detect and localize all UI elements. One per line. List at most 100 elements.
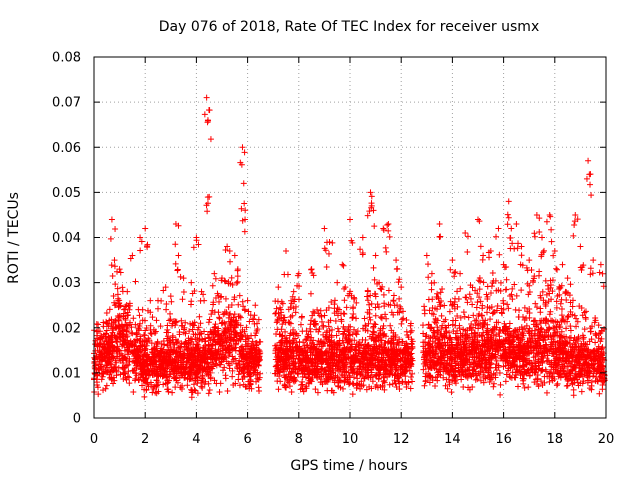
data-point — [544, 327, 551, 334]
data-point — [277, 338, 284, 345]
data-point — [502, 355, 509, 362]
data-point — [247, 355, 254, 362]
data-point — [290, 347, 297, 354]
data-point — [380, 322, 387, 329]
data-point — [202, 378, 209, 385]
data-point — [371, 290, 378, 297]
data-point — [249, 338, 256, 345]
data-point — [305, 375, 312, 382]
data-point — [221, 319, 228, 326]
data-point — [284, 354, 291, 361]
data-point — [512, 328, 519, 335]
data-point — [512, 374, 519, 381]
data-point — [346, 380, 353, 387]
data-point — [400, 315, 407, 322]
data-point — [567, 308, 574, 315]
data-point — [378, 341, 385, 348]
data-point — [226, 311, 233, 318]
data-point — [534, 335, 541, 342]
data-point — [501, 320, 508, 327]
data-point — [435, 340, 442, 347]
data-point — [206, 316, 213, 323]
data-point — [372, 312, 379, 319]
data-point — [549, 317, 556, 324]
data-point — [449, 321, 456, 328]
data-point — [383, 315, 390, 322]
data-point — [458, 376, 465, 383]
data-point — [351, 337, 358, 344]
data-point — [222, 278, 229, 285]
data-point — [225, 360, 232, 367]
data-point — [201, 338, 208, 345]
data-point — [273, 330, 280, 337]
data-point — [510, 343, 517, 350]
data-point — [369, 345, 376, 352]
data-point — [136, 320, 143, 327]
data-point — [396, 309, 403, 316]
data-point — [220, 367, 227, 374]
data-point — [543, 291, 550, 298]
data-point — [497, 344, 504, 351]
data-point — [235, 376, 242, 383]
data-point — [134, 354, 141, 361]
data-point — [134, 337, 141, 344]
data-point — [286, 332, 293, 339]
data-point — [400, 369, 407, 376]
data-point — [520, 343, 527, 350]
data-point — [355, 368, 362, 375]
data-point — [548, 369, 555, 376]
data-point — [323, 307, 330, 314]
data-point — [345, 323, 352, 330]
data-point — [505, 305, 512, 312]
data-point — [511, 362, 518, 369]
data-point — [153, 345, 160, 352]
data-point-outlier — [112, 225, 119, 232]
data-point — [476, 294, 483, 301]
data-point — [388, 309, 395, 316]
data-point — [500, 337, 507, 344]
data-point — [352, 343, 359, 350]
data-point — [395, 339, 402, 346]
data-point — [145, 335, 152, 342]
data-point — [181, 374, 188, 381]
data-point — [475, 370, 482, 377]
data-point — [340, 364, 347, 371]
data-point — [479, 332, 486, 339]
data-point — [361, 315, 368, 322]
data-point — [570, 392, 577, 399]
data-point — [349, 305, 356, 312]
data-point — [353, 331, 360, 338]
data-point — [569, 367, 576, 374]
data-point — [115, 317, 122, 324]
data-point — [386, 381, 393, 388]
data-point — [557, 367, 564, 374]
data-point — [388, 357, 395, 364]
data-point — [97, 351, 104, 358]
data-point — [364, 327, 371, 334]
data-point — [601, 372, 608, 379]
data-point — [172, 384, 179, 391]
data-point — [385, 338, 392, 345]
data-point — [512, 306, 519, 313]
data-point — [474, 299, 481, 306]
data-point — [454, 312, 461, 319]
data-point — [446, 335, 453, 342]
data-point — [454, 345, 461, 352]
data-point — [505, 367, 512, 374]
data-point — [488, 329, 495, 336]
data-point — [216, 389, 223, 396]
data-point — [380, 354, 387, 361]
data-point — [284, 345, 291, 352]
data-point — [489, 280, 496, 287]
data-point — [250, 360, 257, 367]
data-point — [521, 384, 528, 391]
data-point — [232, 344, 239, 351]
data-point — [528, 330, 535, 337]
data-point — [105, 333, 112, 340]
data-point — [408, 336, 415, 343]
data-point — [120, 313, 127, 320]
data-point — [96, 358, 103, 365]
data-point — [466, 291, 473, 298]
data-point — [190, 360, 197, 367]
data-point — [461, 348, 468, 355]
